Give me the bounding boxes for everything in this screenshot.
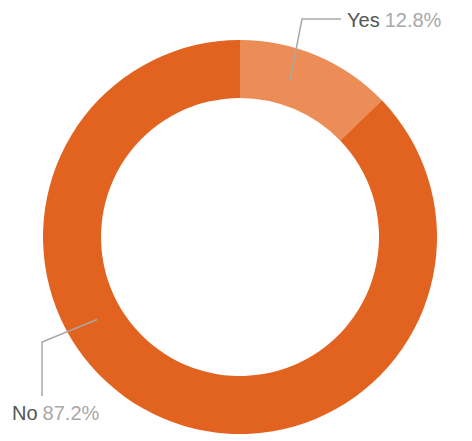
slices: [43, 40, 437, 434]
label-value: 12.8%: [385, 9, 442, 31]
label-value: 87.2%: [43, 402, 100, 424]
data-label: Yes12.8%: [347, 9, 442, 31]
chart-svg: Yes12.8% No87.2%: [0, 0, 472, 441]
leader-line: [290, 19, 341, 80]
label-category: Yes: [347, 9, 380, 31]
donut-slice: [43, 40, 437, 434]
leader-line: [42, 320, 97, 397]
chart-container: Yes12.8% No87.2%: [0, 0, 472, 441]
label-category: No: [12, 402, 38, 424]
data-label: No87.2%: [12, 402, 100, 424]
data-labels: Yes12.8% No87.2%: [12, 9, 442, 424]
